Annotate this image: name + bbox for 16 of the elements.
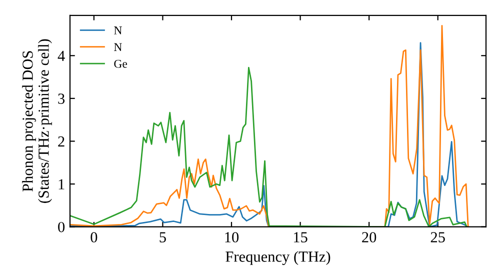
x-tick-label: 20	[362, 232, 376, 242]
y-tick-label: 4	[58, 50, 65, 61]
legend-label: Ge	[114, 60, 128, 68]
y-tick-label: 3	[58, 94, 65, 104]
y-axis-title: Phonon projected DOS (States/THz·primitive cell)	[22, 39, 52, 203]
x-tick-label: 0	[90, 232, 98, 242]
y-tick-label: 1	[58, 179, 64, 190]
x-tick-label: 5	[160, 232, 166, 242]
y-tick-label: 2	[58, 136, 64, 147]
x-tick-label: 10	[225, 232, 239, 242]
x-tick-label: 15	[294, 232, 308, 242]
x-tick-label: 25	[430, 232, 445, 242]
y-tick-label: 0	[58, 222, 65, 232]
legend-label: N	[114, 43, 122, 51]
legend-label: N	[114, 26, 122, 34]
x-axis-title: Frequency (THz)	[226, 251, 330, 265]
